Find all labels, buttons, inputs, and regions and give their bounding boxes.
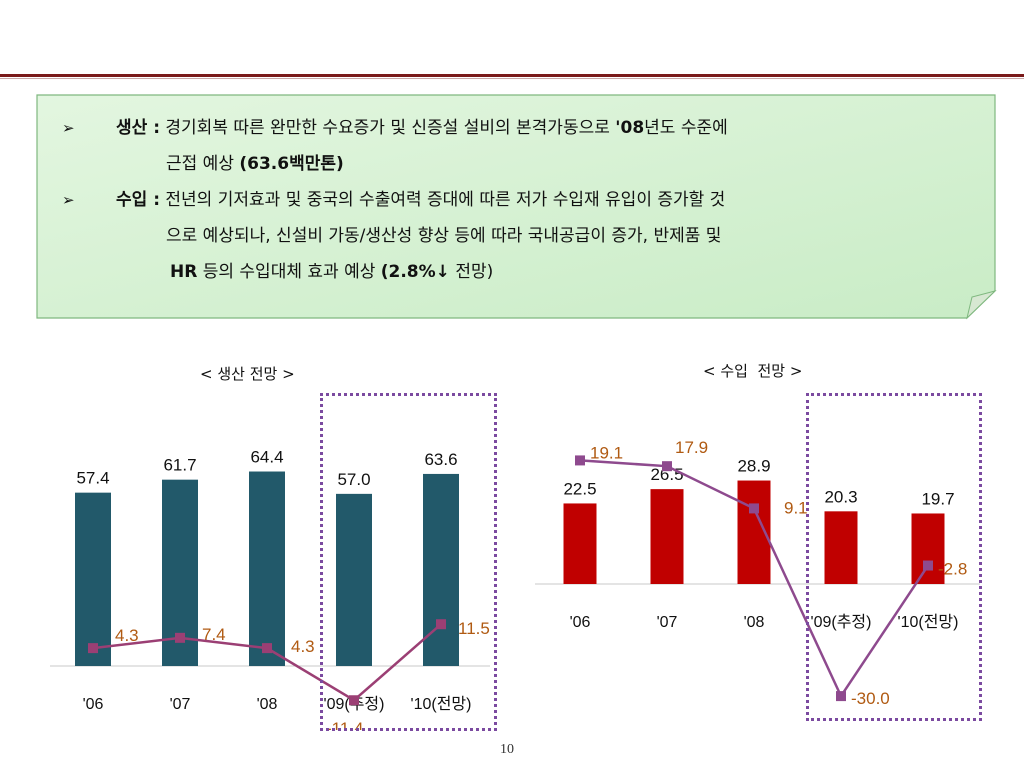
bar [563,503,597,584]
bullet-text-bold: (2.8%↓ [380,262,450,282]
bullet-text: 전망) [449,262,494,282]
growth-marker [836,691,846,702]
bullet-text: 경기회복 따른 완만한 수요증가 및 신증설 설비의 본격가동으로 [165,118,616,138]
production-forecast-highlight [320,393,497,731]
growth-value-label: 4.3 [291,637,315,656]
production-chart: 57.461.764.457.063.6'06'07'08'09(추정)'10(… [50,448,490,730]
growth-value-label: 19.1 [590,443,623,462]
production-bullet-cont: 근접 예상 (63.6백만톤) [56,146,976,182]
growth-marker [349,695,359,706]
bar-value-label: 19.7 [921,489,954,508]
bar-value-label: 61.7 [163,456,196,475]
category-label: '08 [257,696,278,713]
bar [650,489,684,584]
bar [824,511,858,584]
import-chart: 22.526.5 28.920.3 19.7'06'07'08'09(추정) '10(… [535,438,980,708]
bar [249,471,285,666]
bar-value-label: 28.9 [737,457,770,476]
category-label: '07 [657,614,678,631]
growth-marker [175,632,185,643]
bullet-label: 생산 : [116,118,160,138]
import-forecast-highlight [806,393,982,721]
bar-value-label: 63.6 [424,450,457,469]
bullet-label: 수입 : [116,190,160,210]
growth-marker [662,461,672,472]
growth-marker [923,560,933,571]
bar-value-label: 20.3 [824,487,857,506]
growth-value-label: 7.4 [202,625,226,644]
bar-value-label: 22.5 [563,479,596,498]
bullet-text-bold: '08 [615,118,645,138]
bar-value-label: 57.4 [76,469,109,488]
bar [75,492,111,666]
header-rule [0,74,1024,77]
import-bullet: ➢ 수입 : 전년의 기저효과 및 중국의 수출여력 증대에 따른 저가 수입재… [56,182,976,218]
summary-note: ➢ 생산 : 경기회복 따른 완만한 수요증가 및 신증설 설비의 본격가동으로… [36,94,997,320]
production-chart-title: < 생산 전망 > [200,365,295,383]
bullet-text-bold: (63.6 [239,154,290,174]
arrow-bullet-icon: ➢ [62,119,75,137]
category-label: '09(추정) [811,613,872,631]
bullet-text-bold: 백만톤) [289,154,344,174]
note-background [36,94,997,320]
growth-value-label: 17.9 [675,438,708,457]
growth-marker [262,643,272,654]
growth-value-label: -11.4 [326,719,364,730]
category-label: '10(전망) [411,695,472,713]
bullet-text-bold: HR [170,262,198,282]
bar-value-label: 64.4 [250,448,283,467]
production-bullet: ➢ 생산 : 경기회복 따른 완만한 수요증가 및 신증설 설비의 본격가동으로… [56,110,976,146]
arrow-bullet-icon: ➢ [62,191,75,209]
header-rule-thin [0,78,1024,79]
growth-marker [575,455,585,466]
category-label: '10(전망) [898,613,959,631]
bullet-text: 근접 예상 [166,154,240,174]
category-label: '06 [83,696,104,713]
import-bullet-cont2: HR 등의 수입대체 효과 예상 (2.8%↓ 전망) [56,254,976,290]
bullet-text: 등의 수입대체 효과 예상 [197,262,381,282]
bullet-text: 년도 수준에 [644,118,728,138]
import-bullet-cont: 으로 예상되나, 신설비 가동/생산성 향상 등에 따라 국내공급이 증가, 반… [56,218,976,254]
category-label: '06 [570,614,591,631]
growth-value-label: 9.1 [784,498,808,517]
import-chart-title: < 수입 전망 > [703,362,803,380]
bar-value-label: 57.0 [337,470,370,489]
growth-value-label: 4.3 [115,626,139,645]
category-label: '07 [170,696,191,713]
page-number: 10 [500,742,514,757]
bar [911,513,945,584]
growth-value-label: -2.8 [938,560,967,579]
bullet-text: 으로 예상되나, 신설비 가동/생산성 향상 등에 따라 국내공급이 증가, 반… [166,226,722,246]
category-label: '08 [744,614,765,631]
growth-marker [749,503,759,514]
growth-value-label: 11.5 [458,619,490,638]
bar [336,493,372,666]
growth-marker [88,643,98,654]
bullet-text: 전년의 기저효과 및 중국의 수출여력 증대에 따른 저가 수입재 유입이 증가… [165,190,726,210]
growth-value-label: -30.0 [851,689,890,708]
growth-marker [436,619,446,630]
